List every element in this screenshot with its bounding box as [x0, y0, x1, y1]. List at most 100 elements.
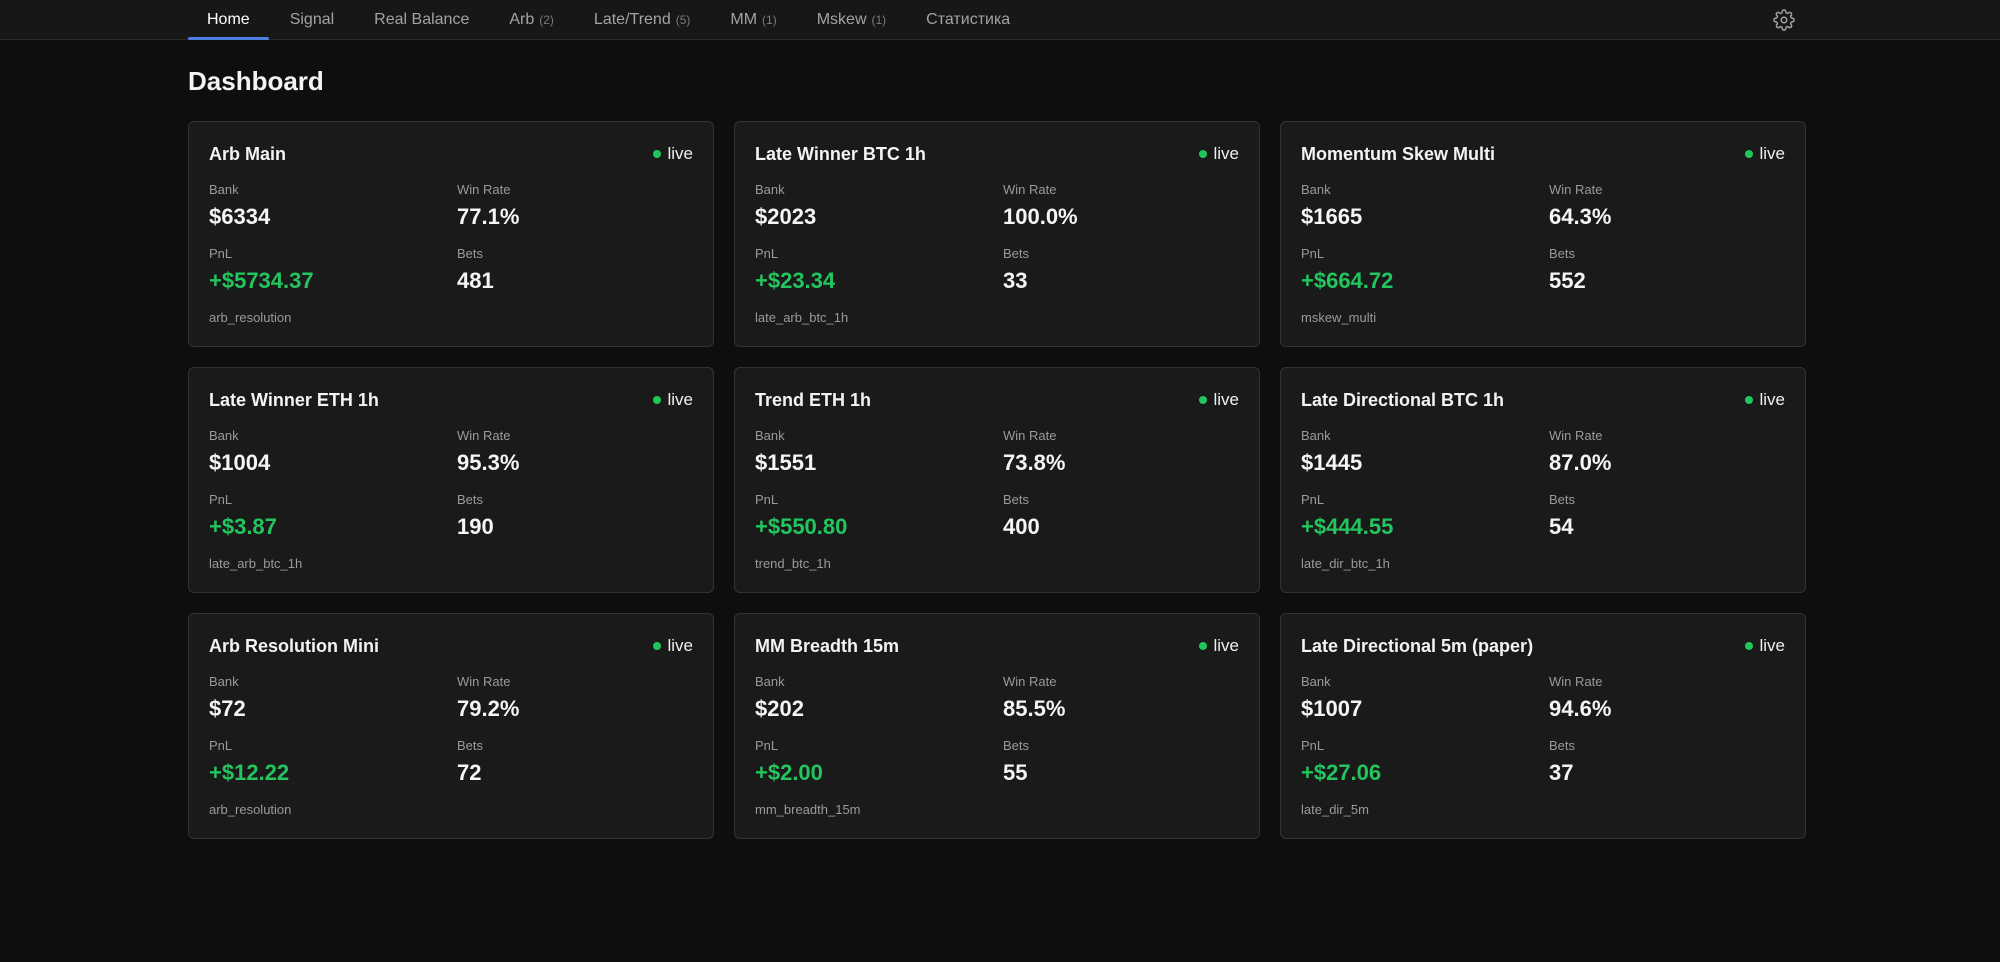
- status-label: live: [1759, 144, 1785, 163]
- stat-label: Bank: [1301, 674, 1331, 689]
- stat-label: PnL: [209, 738, 233, 753]
- status-badge: live: [1199, 144, 1239, 164]
- win-rate-value: 85.5%: [1003, 696, 1066, 721]
- strategy-card[interactable]: Late Directional BTC 1h live Bank $1445 W…: [1280, 367, 1806, 593]
- pnl-value: +$12.22: [209, 760, 290, 785]
- stat-label: Bank: [1301, 428, 1331, 443]
- tab-mskew[interactable]: Mskew (1): [798, 0, 905, 40]
- live-dot-icon: [653, 396, 662, 404]
- win-rate-value: 95.3%: [457, 450, 520, 475]
- tab-mm[interactable]: MM (1): [711, 0, 795, 40]
- card-title: Late Directional BTC 1h: [1301, 390, 1505, 410]
- tab-count-badge: (5): [675, 13, 691, 27]
- strategy-card[interactable]: MM Breadth 15m live Bank $202 Win Rate 85.…: [734, 613, 1260, 839]
- stat-label: Bank: [755, 674, 785, 689]
- bets-value: 400: [1003, 514, 1040, 539]
- tab-label: Arb: [509, 11, 535, 28]
- pnl-stat: PnL +$12.22: [209, 738, 289, 786]
- card-title: Arb Resolution Mini: [209, 636, 379, 656]
- bank-value: $202: [755, 696, 804, 721]
- win-rate-value: 94.6%: [1549, 696, 1612, 721]
- win-rate-value: 73.8%: [1003, 450, 1066, 475]
- bank-stat: Bank $1665: [1301, 182, 1362, 230]
- bank-value: $1445: [1301, 450, 1363, 475]
- stat-label: PnL: [755, 492, 779, 507]
- settings-button[interactable]: [1772, 8, 1796, 32]
- tab-real-balance[interactable]: Real Balance: [355, 0, 488, 40]
- pnl-stat: PnL +$2.00: [755, 738, 823, 786]
- strategy-card[interactable]: Late Winner ETH 1h live Bank $1004 Win Ra…: [188, 367, 714, 593]
- stat-label: Bets: [1549, 738, 1576, 753]
- tab-home[interactable]: Home: [188, 0, 269, 40]
- bank-value: $1551: [755, 450, 817, 475]
- tab-label: Статистика: [926, 11, 1011, 28]
- win-rate-stat: Win Rate 64.3%: [1549, 182, 1611, 230]
- bets-value: 481: [457, 268, 494, 293]
- card-title: Late Winner ETH 1h: [209, 390, 379, 410]
- strategy-card[interactable]: Arb Resolution Mini live Bank $72 Win Rat…: [188, 613, 714, 839]
- status-badge: live: [1745, 144, 1785, 164]
- tab-statistics[interactable]: Статистика: [907, 0, 1029, 40]
- bets-stat: Bets 400: [1003, 492, 1040, 540]
- strategy-id: trend_btc_1h: [755, 556, 831, 571]
- live-dot-icon: [653, 642, 662, 650]
- win-rate-stat: Win Rate 100.0%: [1003, 182, 1078, 230]
- bank-stat: Bank $1004: [209, 428, 270, 476]
- status-badge: live: [653, 390, 693, 410]
- stat-label: PnL: [209, 492, 233, 507]
- stat-label: Win Rate: [457, 428, 511, 443]
- strategy-card[interactable]: Momentum Skew Multi live Bank $1665 Win R…: [1280, 121, 1806, 347]
- stat-label: PnL: [209, 246, 233, 261]
- stat-label: Bets: [457, 492, 484, 507]
- bank-stat: Bank $1551: [755, 428, 816, 476]
- win-rate-stat: Win Rate 77.1%: [457, 182, 519, 230]
- live-dot-icon: [1199, 150, 1208, 158]
- strategy-id: late_arb_btc_1h: [209, 556, 303, 571]
- bets-stat: Bets 55: [1003, 738, 1029, 786]
- strategy-card[interactable]: Trend ETH 1h live Bank $1551 Win Rate 73.8…: [734, 367, 1260, 593]
- strategy-id: arb_resolution: [209, 802, 292, 817]
- strategy-card[interactable]: Late Directional 5m (paper) live Bank $10…: [1280, 613, 1806, 839]
- tab-arb[interactable]: Arb (2): [490, 0, 573, 40]
- strategy-card[interactable]: Late Winner BTC 1h live Bank $2023 Win Ra…: [734, 121, 1260, 347]
- tab-count-badge: (2): [539, 13, 554, 27]
- bets-value: 190: [457, 514, 494, 539]
- status-label: live: [1213, 144, 1239, 163]
- win-rate-stat: Win Rate 94.6%: [1549, 674, 1611, 722]
- pnl-stat: PnL +$3.87: [209, 492, 277, 540]
- win-rate-stat: Win Rate 79.2%: [457, 674, 519, 722]
- stat-label: Win Rate: [1549, 428, 1603, 443]
- stat-label: Bets: [1003, 246, 1030, 261]
- stat-label: Bets: [457, 738, 484, 753]
- live-dot-icon: [1199, 396, 1208, 404]
- bank-stat: Bank $2023: [755, 182, 816, 230]
- bets-stat: Bets 33: [1003, 246, 1029, 294]
- tab-label: MM: [730, 11, 758, 28]
- pnl-value: +$550.80: [755, 514, 848, 539]
- pnl-stat: PnL +$550.80: [755, 492, 847, 540]
- stat-label: Win Rate: [1549, 674, 1603, 689]
- pnl-stat: PnL +$444.55: [1301, 492, 1393, 540]
- status-badge: live: [653, 144, 693, 164]
- bets-value: 552: [1549, 268, 1586, 293]
- card-title: Trend ETH 1h: [755, 390, 872, 410]
- live-dot-icon: [1745, 642, 1754, 650]
- status-label: live: [1759, 390, 1785, 409]
- pnl-value: +$23.34: [755, 268, 836, 293]
- tab-late-trend[interactable]: Late/Trend (5): [575, 0, 709, 40]
- strategy-card[interactable]: Arb Main live Bank $6334 Win Rate 77.1% Pn…: [188, 121, 714, 347]
- pnl-value: +$444.55: [1301, 514, 1394, 539]
- bank-value: $1004: [209, 450, 271, 475]
- bank-value: $1007: [1301, 696, 1363, 721]
- win-rate-stat: Win Rate 95.3%: [457, 428, 519, 476]
- bets-value: 37: [1549, 760, 1574, 785]
- status-badge: live: [1745, 636, 1785, 656]
- stat-label: PnL: [1301, 246, 1325, 261]
- stat-label: Bank: [209, 182, 239, 197]
- tab-signal[interactable]: Signal: [271, 0, 353, 40]
- stat-label: Win Rate: [457, 182, 511, 197]
- win-rate-value: 79.2%: [457, 696, 520, 721]
- status-label: live: [667, 636, 693, 655]
- live-dot-icon: [653, 150, 662, 158]
- card-title: Arb Main: [209, 144, 287, 164]
